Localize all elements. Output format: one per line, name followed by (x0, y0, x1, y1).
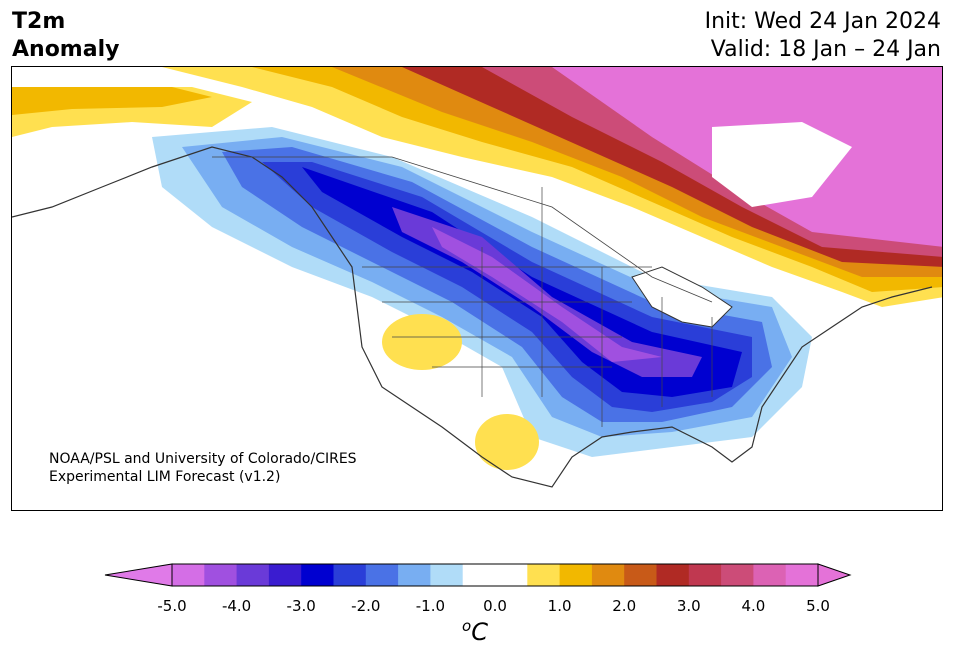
colorbar-tick-label: 5.0 (806, 597, 830, 615)
valid-range: Valid: 18 Jan – 24 Jan (710, 37, 941, 62)
state-lines (362, 187, 713, 427)
colorbar-cell (268, 564, 302, 586)
colorbar-cell (172, 564, 205, 586)
colorbar-cell (559, 564, 593, 586)
coastline (12, 146, 933, 488)
colorbar-cell (365, 564, 399, 586)
colorbar-cell (495, 564, 528, 586)
colorbar-cell (430, 564, 464, 586)
colorbar-cell (204, 564, 238, 586)
credit-line-2: Experimental LIM Forecast (v1.2) (49, 469, 281, 485)
title-line-1: T2m (12, 9, 66, 34)
colorbar-cell (688, 564, 722, 586)
colorbar-tick-label: -4.0 (221, 597, 252, 615)
colorbar-under-arrow (104, 563, 173, 587)
hudson-white (712, 122, 852, 207)
colorbar-cell (591, 564, 625, 586)
date-info: Init: Wed 24 Jan 2024 Valid: 18 Jan – 24… (705, 8, 941, 64)
colorbar-cell (333, 564, 367, 586)
unit-label: oC (462, 617, 488, 646)
colorbar-cell (656, 564, 690, 586)
great-lakes (631, 266, 733, 328)
credit-text: NOAA/PSL and University of Colorado/CIRE… (49, 450, 357, 486)
canada-border (212, 156, 713, 303)
map-title: T2m Anomaly (12, 8, 119, 64)
west-warm-2 (12, 87, 212, 115)
colorbar-tick-label: -2.0 (351, 597, 381, 615)
colorbar-tick-label: -3.0 (286, 597, 316, 615)
colorbar-tick-label: 2.0 (612, 597, 637, 615)
sw-warm-2 (475, 414, 539, 470)
colorbar-cell (236, 564, 270, 586)
colorbar (104, 563, 852, 587)
colorbar-frame (171, 563, 819, 587)
unit-degree: o (462, 617, 472, 635)
map-canvas (12, 67, 942, 488)
colorbar-tick-label: -1.0 (415, 597, 446, 615)
colorbar-cell (753, 564, 787, 586)
colorbar-cell (785, 564, 819, 586)
colorbar-cell (462, 564, 496, 586)
unit-symbol: C (471, 618, 488, 646)
title-line-2: Anomaly (12, 37, 120, 62)
colorbar-tick-label: 3.0 (676, 597, 701, 615)
colorbar-cell (721, 564, 754, 586)
colorbar-cell (624, 564, 657, 586)
colorbar-tick-label: 1.0 (547, 597, 572, 615)
colorbar-over-arrow (817, 563, 852, 587)
init-date: Init: Wed 24 Jan 2024 (704, 9, 941, 34)
colorbar-cell (301, 564, 334, 586)
credit-line-1: NOAA/PSL and University of Colorado/CIRE… (49, 451, 357, 467)
anomaly-map (11, 66, 943, 511)
colorbar-cell (527, 564, 561, 586)
cold-6 (432, 227, 662, 362)
colorbar-tick-label: -5.0 (157, 597, 187, 615)
colorbar-tick-label: 0.0 (483, 597, 507, 615)
colorbar-tick-label: 4.0 (741, 597, 766, 615)
sw-warm-1 (382, 314, 462, 370)
colorbar-cell (398, 564, 431, 586)
